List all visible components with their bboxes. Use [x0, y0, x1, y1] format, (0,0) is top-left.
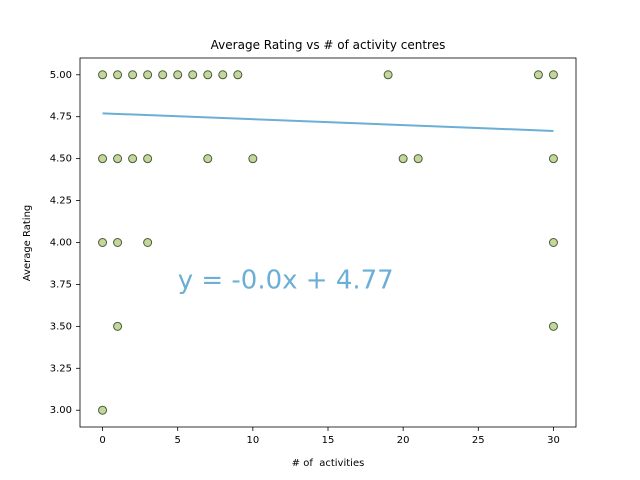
data-point [143, 238, 153, 247]
y-tick-label: 3.25 [50, 363, 72, 374]
data-point [128, 154, 138, 164]
chart-title: Average Rating vs # of activity centres [211, 38, 446, 52]
x-axis-label: # of activities [292, 458, 365, 469]
regression-equation-label: y = -0.0x + 4.77 [178, 266, 394, 296]
data-point [203, 70, 213, 80]
plot-area: y = -0.0x + 4.77 [98, 70, 558, 415]
data-point [113, 70, 123, 80]
data-point [383, 70, 393, 80]
y-tick-label: 4.75 [50, 112, 72, 123]
data-point [113, 238, 123, 247]
x-axis-ticks: 0 5 10 15 20 25 30 [99, 427, 560, 446]
data-point [203, 154, 213, 164]
data-point [548, 321, 558, 331]
y-tick-label: 3.75 [50, 279, 72, 290]
data-point [98, 70, 108, 80]
data-point [248, 154, 258, 164]
data-point [98, 405, 108, 415]
data-point [143, 154, 153, 164]
x-tick-label: 10 [246, 435, 259, 446]
y-tick-label: 4.25 [50, 196, 72, 207]
x-tick-label: 0 [99, 435, 105, 446]
y-tick-label: 5.00 [50, 70, 72, 81]
data-point [98, 154, 108, 164]
data-point [548, 154, 558, 164]
x-tick-label: 15 [322, 435, 335, 446]
data-point [128, 70, 138, 80]
data-point [143, 70, 153, 80]
data-point [113, 154, 123, 164]
data-point [188, 70, 198, 80]
x-tick-label: 5 [175, 435, 181, 446]
y-axis-ticks: 3.00 3.25 3.50 3.75 4.00 4.25 4.50 4.75 5.00 [50, 70, 80, 416]
data-point [548, 238, 558, 247]
y-tick-label: 4.00 [50, 238, 72, 249]
data-point [398, 154, 408, 164]
data-point [413, 154, 423, 164]
data-point [98, 238, 108, 247]
data-point [113, 321, 123, 331]
y-axis-label: Average Rating [22, 205, 33, 281]
data-point [158, 70, 168, 80]
data-point [548, 70, 558, 80]
x-tick-label: 20 [397, 435, 410, 446]
y-tick-label: 3.00 [50, 405, 72, 416]
data-point [173, 70, 183, 80]
x-tick-label: 30 [547, 435, 560, 446]
y-tick-label: 4.50 [50, 154, 72, 165]
trend-line [102, 112, 554, 132]
data-point [233, 70, 243, 80]
y-tick-label: 3.50 [50, 321, 72, 332]
data-point [533, 70, 543, 80]
data-point [218, 70, 228, 80]
x-tick-label: 25 [472, 435, 485, 446]
